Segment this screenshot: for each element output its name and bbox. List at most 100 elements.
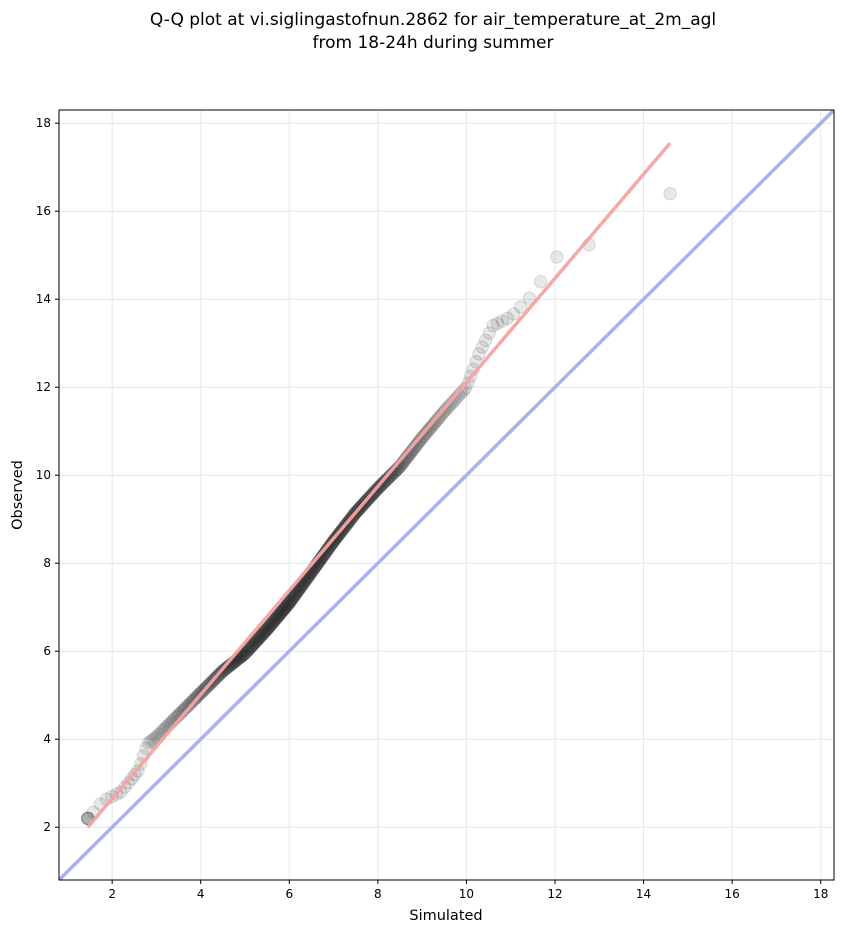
qq-point bbox=[255, 627, 270, 642]
qq-point bbox=[258, 624, 273, 638]
y-tick-label-3: 8 bbox=[43, 556, 51, 570]
qq-point bbox=[440, 401, 455, 415]
qq-point bbox=[139, 741, 153, 756]
fit-line bbox=[86, 141, 672, 829]
x-tick-label-5: 12 bbox=[547, 887, 562, 901]
y-tick-label-4: 10 bbox=[36, 468, 51, 482]
qq-point bbox=[274, 605, 289, 619]
qq-point bbox=[271, 608, 286, 623]
qq-point bbox=[270, 611, 284, 625]
qq-point bbox=[323, 539, 337, 553]
y-tick-label-8: 18 bbox=[36, 116, 51, 130]
plot-area bbox=[59, 110, 834, 880]
x-tick-label-1: 4 bbox=[197, 887, 205, 901]
y-tick-label-6: 14 bbox=[36, 292, 51, 306]
qq-point bbox=[265, 615, 280, 630]
qq-point bbox=[283, 595, 297, 609]
qq-point bbox=[378, 474, 392, 489]
qq-point bbox=[264, 618, 278, 632]
qq-point bbox=[263, 618, 277, 633]
qq-point bbox=[267, 613, 282, 628]
identity-reference-line bbox=[59, 110, 834, 880]
qq-point bbox=[256, 627, 270, 641]
qq-point bbox=[280, 598, 294, 613]
y-tick-label-2: 6 bbox=[43, 644, 51, 658]
y-tick-label-1: 4 bbox=[43, 732, 51, 746]
qq-point bbox=[250, 633, 264, 647]
qq-point bbox=[482, 326, 496, 340]
qq-point bbox=[242, 642, 256, 657]
qq-point bbox=[500, 311, 515, 326]
qq-point bbox=[251, 631, 266, 646]
qq-point bbox=[270, 610, 285, 624]
qq-point bbox=[421, 423, 435, 438]
qq-point bbox=[184, 696, 198, 710]
qq-point bbox=[284, 592, 299, 607]
qq-point bbox=[287, 588, 302, 603]
qq-point bbox=[262, 620, 276, 634]
y-tick-label-7: 16 bbox=[36, 204, 51, 218]
qq-point bbox=[292, 581, 307, 596]
qq-point bbox=[244, 639, 259, 654]
chart-title-line-1: Q-Q plot at vi.siglingastofnun.2862 for … bbox=[150, 10, 716, 30]
qq-point bbox=[248, 635, 263, 649]
qq-point bbox=[475, 340, 489, 354]
qq-point bbox=[261, 621, 275, 636]
qq-point bbox=[256, 626, 271, 640]
qq-point bbox=[293, 581, 307, 595]
qq-point bbox=[236, 648, 250, 662]
qq-point bbox=[237, 647, 252, 661]
qq-point bbox=[266, 615, 280, 629]
qq-point bbox=[281, 597, 295, 611]
x-tick-label-8: 18 bbox=[813, 887, 828, 901]
qq-point bbox=[277, 602, 291, 616]
qq-point bbox=[495, 314, 509, 328]
qq-point bbox=[290, 585, 304, 600]
qq-point bbox=[240, 644, 255, 658]
qq-point bbox=[514, 300, 528, 314]
qq-point bbox=[289, 586, 303, 600]
qq-point bbox=[247, 636, 261, 651]
qq-point bbox=[241, 643, 255, 657]
qq-point bbox=[418, 427, 433, 441]
qq-point bbox=[218, 662, 232, 676]
grid-lines bbox=[59, 110, 834, 880]
qq-point bbox=[282, 595, 297, 610]
qq-point bbox=[239, 644, 254, 659]
qq-point bbox=[275, 604, 290, 618]
qq-point bbox=[239, 645, 253, 660]
qq-point bbox=[243, 641, 257, 655]
qq-point bbox=[273, 606, 287, 621]
qq-point bbox=[292, 582, 306, 597]
x-tick-label-4: 10 bbox=[459, 887, 474, 901]
qq-point bbox=[148, 731, 162, 745]
qq-point bbox=[278, 600, 293, 615]
y-axis: 2 4 6 8 10 12 14 16 18 bbox=[36, 116, 59, 834]
qq-point bbox=[490, 316, 505, 331]
qq-point bbox=[272, 608, 286, 622]
qq-point bbox=[276, 603, 290, 617]
qq-point bbox=[422, 422, 437, 436]
x-tick-label-3: 8 bbox=[374, 887, 382, 901]
qq-point bbox=[290, 584, 304, 599]
qq-point bbox=[252, 631, 266, 645]
qq-point bbox=[268, 612, 283, 626]
qq-point bbox=[253, 630, 267, 644]
qq-point bbox=[486, 318, 500, 333]
qq-point bbox=[378, 473, 393, 488]
x-tick-label-7: 16 bbox=[725, 887, 740, 901]
qq-point bbox=[286, 590, 301, 604]
qq-point bbox=[286, 591, 300, 605]
qq-point bbox=[291, 583, 306, 597]
qq-point bbox=[262, 619, 277, 633]
qq-point bbox=[253, 629, 268, 644]
qq-point bbox=[522, 291, 537, 305]
qq-point bbox=[288, 587, 303, 601]
y-tick-label-0: 2 bbox=[43, 820, 51, 834]
x-axis: 2 4 6 8 10 12 14 16 18 bbox=[108, 880, 828, 901]
qq-point bbox=[267, 614, 281, 628]
chart-title-line-2: from 18-24h during summer bbox=[313, 33, 554, 53]
qq-point bbox=[550, 250, 564, 264]
qq-point bbox=[146, 732, 160, 747]
qq-point bbox=[258, 625, 272, 639]
